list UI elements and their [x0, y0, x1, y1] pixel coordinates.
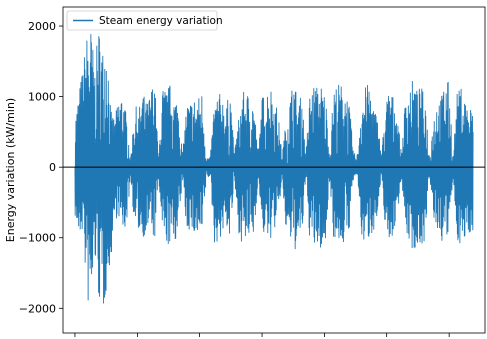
series-layer	[74, 34, 474, 304]
x-axis	[74, 333, 450, 337]
y-tick-label: −1000	[19, 232, 56, 245]
y-axis: −2000 −1000 0 1000 2000	[19, 20, 63, 315]
y-tick-label: −2000	[19, 302, 56, 315]
series-line-steam-energy-variation	[74, 34, 474, 304]
y-tick-label: 1000	[28, 91, 56, 104]
legend: Steam energy variation	[66, 10, 223, 31]
y-tick-label: 2000	[28, 20, 56, 33]
plot-frame	[62, 6, 486, 334]
y-axis-label: Energy variation (kW/min)	[4, 98, 17, 242]
legend-label-steam-energy-variation: Steam energy variation	[99, 15, 223, 27]
legend-box	[66, 10, 218, 31]
y-tick-label: 0	[49, 161, 56, 174]
